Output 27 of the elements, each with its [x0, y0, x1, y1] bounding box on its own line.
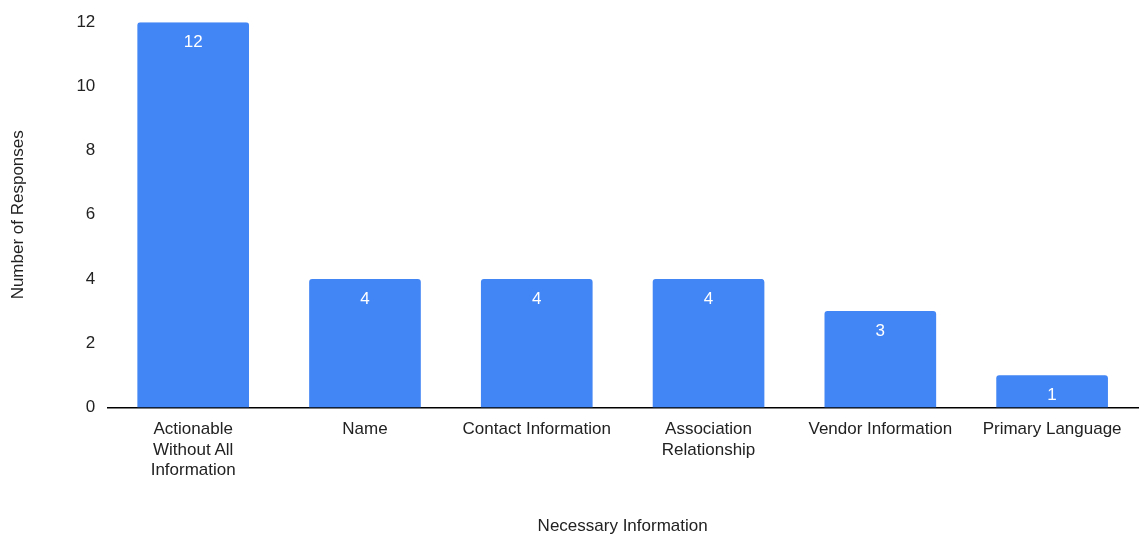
bar [824, 311, 937, 408]
y-tick-label: 12 [76, 11, 96, 31]
x-tick-label: Primary Language [982, 419, 1122, 439]
y-tick-label: 10 [76, 76, 96, 96]
x-tick-label: Name [342, 419, 388, 439]
x-tick-label: Vendor Information [808, 419, 953, 439]
y-tick-label: 2 [85, 332, 96, 352]
x-tick-label: Association Relationship [661, 419, 756, 459]
x-tick-label: Contact Information [462, 419, 611, 439]
y-tick-label: 6 [85, 204, 96, 224]
bar [996, 375, 1108, 408]
x-axis-title: Necessary Information [537, 516, 708, 536]
y-axis-title: Number of Responses [7, 130, 27, 300]
y-tick-label: 8 [85, 140, 96, 160]
data-label: 12 [183, 31, 203, 51]
y-tick-label: 0 [85, 397, 96, 417]
bar [652, 279, 765, 408]
data-label: 3 [875, 320, 886, 340]
bar [137, 22, 250, 408]
data-label: 1 [1047, 384, 1057, 404]
x-tick-label: Actionable Without All Information [150, 419, 236, 480]
y-tick-label: 4 [85, 268, 96, 288]
data-label: 4 [360, 288, 370, 308]
bar [480, 279, 593, 408]
data-label: 4 [703, 288, 714, 308]
data-label: 4 [532, 288, 542, 308]
bar [309, 279, 421, 408]
